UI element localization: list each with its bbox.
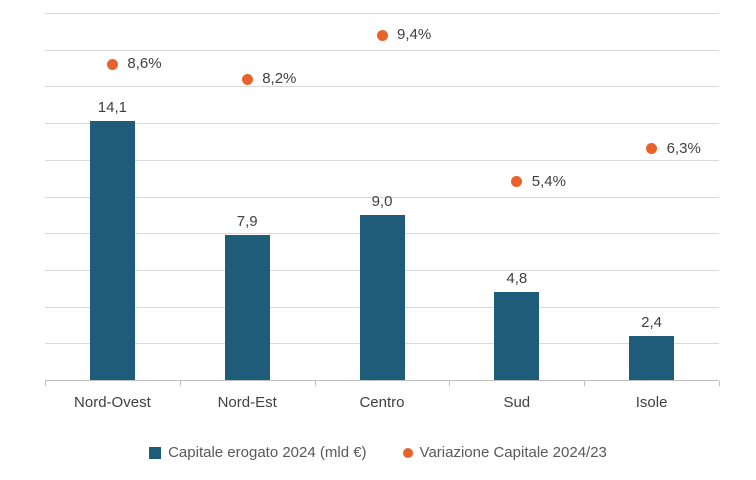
x-axis-tick (179, 381, 181, 386)
point-nord-est (241, 73, 253, 85)
point-centro (376, 29, 388, 41)
gridline (45, 123, 719, 125)
x-axis-tick (584, 381, 586, 386)
bar-sud (494, 291, 540, 380)
bar-series-marker-icon (149, 446, 162, 459)
legend-item-variazione-capitale: Variazione Capitale 2024/23 (402, 444, 607, 461)
gridline (45, 196, 719, 198)
gridline (45, 159, 719, 161)
gridline (45, 86, 719, 88)
bar-nord-ovest (89, 121, 135, 380)
bar-isole (629, 336, 675, 380)
x-axis-tick (314, 381, 316, 386)
bar-value-label: 9,0 (371, 192, 393, 210)
bar-nord-est (224, 235, 270, 380)
x-axis-line (45, 380, 719, 381)
category-label-nord-ovest: Nord-Ovest (74, 394, 151, 411)
legend-label-capitale-erogato: Capitale erogato 2024 (mld €) (168, 444, 367, 461)
bar-value-label: 14,1 (97, 99, 127, 117)
bar-value-label: 7,9 (236, 213, 258, 230)
x-axis-tick (449, 381, 451, 386)
bar-value-label: 2,4 (641, 314, 663, 331)
point-value-label: 6,3% (666, 139, 701, 157)
category-label-centro: Centro (359, 394, 405, 411)
point-isole (646, 143, 658, 155)
point-value-label: 5,4% (531, 172, 566, 190)
bar-value-label: 4,8 (506, 269, 528, 287)
category-label-isole: Isole (635, 394, 668, 411)
gridline (45, 13, 719, 14)
x-axis-tick (719, 381, 720, 386)
category-label-nord-est: Nord-Est (217, 394, 277, 411)
legend: Capitale erogato 2024 (mld €) Variazione… (0, 444, 756, 461)
legend-label-variazione-capitale: Variazione Capitale 2024/23 (419, 444, 607, 461)
point-nord-ovest (106, 58, 118, 70)
gridline (45, 49, 719, 51)
point-value-label: 8,2% (262, 70, 297, 88)
point-series-marker-icon (402, 447, 413, 458)
x-axis-tick (45, 381, 46, 386)
point-sud (511, 176, 523, 188)
category-label-sud: Sud (503, 394, 531, 411)
point-value-label: 9,4% (397, 26, 432, 43)
point-value-label: 8,6% (127, 55, 162, 73)
legend-item-capitale-erogato: Capitale erogato 2024 (mld €) (149, 444, 367, 461)
bar-centro (359, 214, 405, 380)
